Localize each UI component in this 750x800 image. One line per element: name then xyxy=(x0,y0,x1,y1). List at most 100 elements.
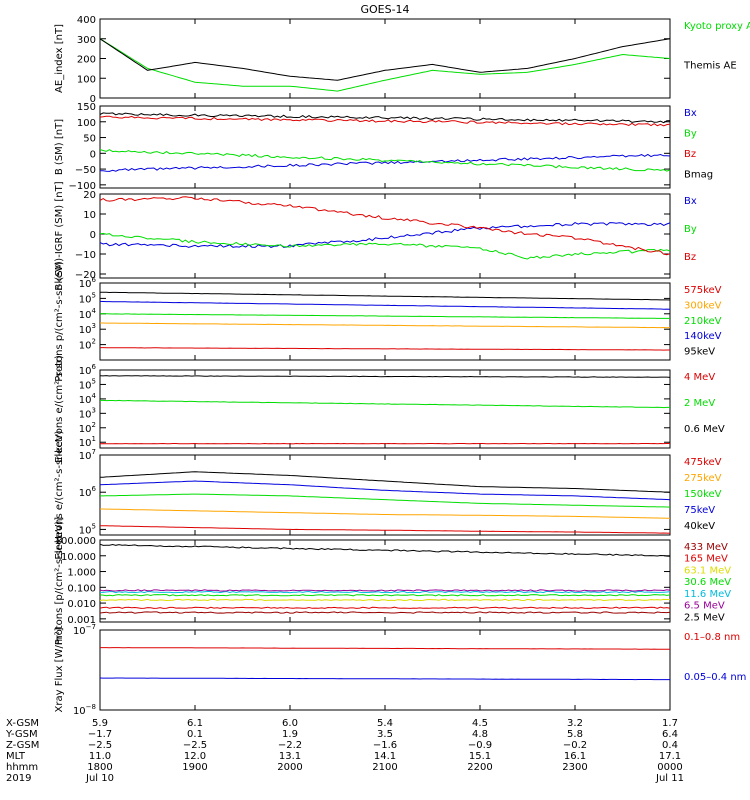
legend-entry: 75keV xyxy=(684,505,715,516)
axis-row-value: 0.1 xyxy=(187,729,203,740)
y-tick-exponent: 2 xyxy=(92,421,96,429)
legend-entry: Bx xyxy=(684,196,697,207)
legend-entry: 95keV xyxy=(684,347,715,358)
legend-entry: 575keV xyxy=(684,285,722,296)
axis-row-value: 2200 xyxy=(467,762,492,773)
panel-frame xyxy=(99,18,671,99)
axis-row-value: 3.2 xyxy=(567,718,583,729)
y-tick-label: 105 xyxy=(79,522,96,536)
legend-entry: By xyxy=(684,129,697,140)
y-tick-label: 200 xyxy=(77,55,96,66)
series-line-7-1 xyxy=(99,611,671,614)
series-line-3-3 xyxy=(99,196,671,256)
legend-entry: 6.5 MeV xyxy=(684,601,725,612)
y-tick-label: −50 xyxy=(75,165,96,176)
series-line-1-1 xyxy=(99,38,671,92)
series-line-4-3 xyxy=(100,313,670,319)
y-tick-exponent: −7 xyxy=(86,623,96,631)
series-line-7-7 xyxy=(99,543,671,557)
series-line-7-3 xyxy=(99,598,671,602)
y-axis-label: Electrons e/(cm²-s-sr) xyxy=(54,355,65,463)
y-tick-label: 100 xyxy=(77,74,96,85)
y-axis-label: Protons [p/(cm²-s-sr-keV)] xyxy=(54,517,65,645)
axis-row-value: 4.8 xyxy=(472,729,488,740)
y-tick-label: 1.000 xyxy=(67,568,96,579)
y-tick-label: −20 xyxy=(75,270,96,281)
axis-row-value: 5.9 xyxy=(92,718,108,729)
y-axis-label: Electrons e/(cm²-s-sr-keV) xyxy=(54,430,65,559)
legend-entry: 40keV xyxy=(684,521,715,532)
legend-entry: 30.6 MeV xyxy=(684,577,731,588)
y-tick-label: 0.100 xyxy=(67,583,96,594)
y-tick-exponent: 4 xyxy=(92,307,97,315)
axis-row-value: −1.6 xyxy=(373,740,397,751)
legend-entry: 475keV xyxy=(684,457,722,468)
legend-entry: By xyxy=(684,224,697,235)
y-tick-exponent: 2 xyxy=(92,338,96,346)
series-line-2-2 xyxy=(99,149,671,172)
axis-row-value: 3.5 xyxy=(377,729,393,740)
y-tick-label: −100 xyxy=(69,181,96,192)
legend-entry: Kyoto proxy AE xyxy=(684,21,750,32)
series-line-6-1 xyxy=(99,525,671,534)
y-tick-exponent: 6 xyxy=(92,276,97,284)
legend-entry: 2.5 MeV xyxy=(684,612,725,623)
y-tick-exponent: 5 xyxy=(92,291,96,299)
series-line-4-4 xyxy=(99,300,671,310)
y-axis-label: B (SM) [nT] xyxy=(54,119,65,175)
legend-entry: Themis AE xyxy=(683,61,737,72)
series-line-6-3 xyxy=(100,493,671,508)
y-tick-label: 0 xyxy=(90,149,96,160)
legend-entry: 275keV xyxy=(684,473,722,484)
axis-row-value: −0.9 xyxy=(468,740,492,751)
legend-entry: 0.1–0.8 nm xyxy=(684,632,740,643)
y-tick-exponent: 4 xyxy=(92,392,97,400)
y-tick-label: 105 xyxy=(79,291,96,305)
y-tick-label: 106 xyxy=(79,363,97,377)
ephemeris-axis-table: X-GSM 5.9 6.1 6.0 5.4 4.5 3.2 1.7 Y-GSM −1.7 0.1 1.… xyxy=(5,718,684,784)
series-line-7-6 xyxy=(99,589,671,592)
axis-row-value: −2.2 xyxy=(278,740,302,751)
series-line-8-1 xyxy=(100,647,670,650)
axis-row-label: MLT xyxy=(6,751,26,762)
axis-row-label: Z-GSM xyxy=(6,740,39,751)
y-tick-label: 100.000 xyxy=(55,536,96,547)
y-tick-label: 400 xyxy=(77,15,96,26)
y-tick-label: 105 xyxy=(79,377,96,391)
axis-row-value: 17.1 xyxy=(659,751,681,762)
y-tick-label: 150 xyxy=(77,102,96,113)
series-line-6-2 xyxy=(100,508,670,519)
y-tick-label: 100 xyxy=(77,118,96,129)
axis-row-value: 2000 xyxy=(277,762,302,773)
y-tick-label: 0 xyxy=(90,94,96,105)
series-line-2-4 xyxy=(99,112,671,124)
y-tick-exponent: 3 xyxy=(92,406,96,414)
series-line-5-2 xyxy=(100,399,670,409)
y-axis-label: AE_index [nT] xyxy=(54,24,65,93)
y-tick-label: 104 xyxy=(79,392,97,406)
series-line-4-5 xyxy=(99,291,671,301)
y-tick-label: 104 xyxy=(79,307,97,321)
y-tick-label: 10.000 xyxy=(61,552,96,563)
legend-entry: 300keV xyxy=(684,300,722,311)
series-line-6-4 xyxy=(99,480,671,501)
axis-row-value: Jul 11 xyxy=(655,773,684,784)
axis-row-value: 6.4 xyxy=(662,729,678,740)
y-tick-exponent: 5 xyxy=(92,522,96,530)
y-tick-exponent: 6 xyxy=(92,363,97,371)
axis-row-value: −1.7 xyxy=(88,729,112,740)
axis-row-value: 12.0 xyxy=(184,751,206,762)
axis-row-value: Jul 10 xyxy=(85,773,114,784)
axis-row-label: Y-GSM xyxy=(5,729,38,740)
panel-2: 150 100 50 0 −50 −100 B (SM) [nT] Bx By Bz Bmag xyxy=(54,102,713,192)
axis-row-value: 5.4 xyxy=(377,718,393,729)
y-tick-label: 0.001 xyxy=(67,615,96,626)
axis-row-value: −0.2 xyxy=(563,740,587,751)
legend-entry: 11.6 MeV xyxy=(684,589,731,600)
y-tick-label: 10−7 xyxy=(73,623,96,637)
legend-entry: 0.6 MeV xyxy=(684,424,725,435)
series-line-7-5 xyxy=(100,590,671,594)
y-tick-label: 103 xyxy=(79,406,96,420)
